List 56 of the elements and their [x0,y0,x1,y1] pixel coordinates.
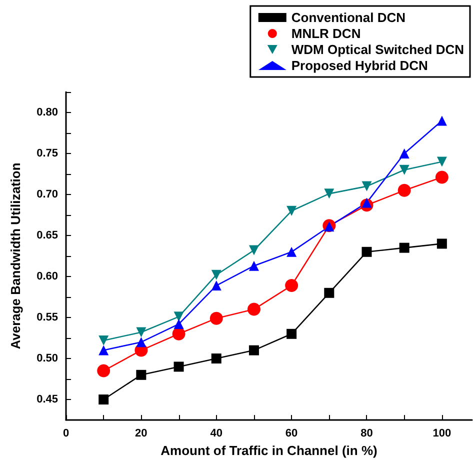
x-tick-label: 0 [62,428,70,440]
point [324,188,334,199]
point [247,302,260,316]
point [399,164,410,175]
point [210,312,223,325]
x-tick-label: 40 [210,428,222,440]
point [248,260,259,271]
y-tick-label: 0.65 [36,230,58,242]
y-tick-label: 0.75 [36,148,58,160]
point [248,345,259,356]
point [211,280,222,291]
point [136,337,146,348]
point [286,246,297,257]
point [362,181,372,192]
point [285,279,298,292]
point [211,270,222,280]
point [362,198,372,208]
legend-label: WDM Optical Switched DCN [291,42,464,57]
point [286,328,297,339]
legend-label: MNLR DCN [291,26,361,41]
point [211,354,222,364]
y-tick-label: 0.45 [36,394,58,406]
point [398,184,411,197]
point [436,156,447,167]
point [136,327,146,338]
y-tick-label: 0.50 [36,352,58,364]
x-tick-label: 60 [285,428,298,440]
point [436,238,447,249]
point [399,148,410,158]
point [436,116,447,126]
x-tick-label: 100 [432,428,452,440]
y-tick-label: 0.55 [36,312,58,324]
point [248,245,259,256]
point [98,335,109,346]
y-axis-title: Average Bandwidth Utilization [8,162,23,350]
y-tick-label: 0.60 [36,270,58,282]
point [324,288,334,298]
point [98,345,109,356]
point [136,370,146,380]
point [435,170,448,184]
point [174,312,184,322]
point [172,327,186,340]
point [399,242,410,253]
x-tick-label: 20 [135,428,148,440]
point [286,206,297,216]
legend-label: Proposed Hybrid DCN [291,58,428,73]
point [98,394,109,404]
y-tick-label: 0.80 [36,106,58,118]
point [174,362,184,372]
legend-label: Conventional DCN [291,10,406,25]
point [362,246,372,257]
x-tick-label: 80 [360,428,373,440]
y-tick-label: 0.70 [36,188,58,200]
x-axis-title: Amount of Traffic in Channel (in %) [160,443,378,458]
point [97,364,110,378]
point [174,319,184,330]
